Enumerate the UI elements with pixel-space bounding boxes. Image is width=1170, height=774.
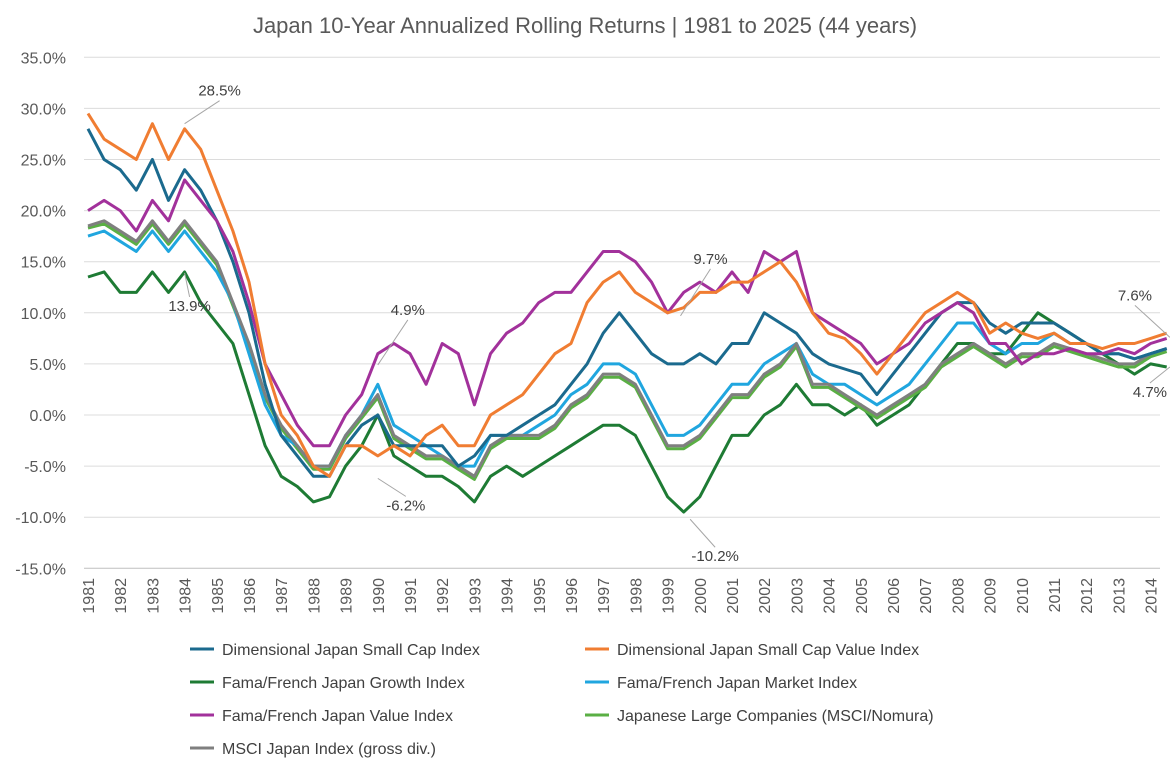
x-tick-label: 1986 bbox=[242, 578, 259, 614]
y-tick-label: 35.0% bbox=[21, 50, 66, 67]
legend-item: Fama/French Japan Growth Index bbox=[190, 675, 465, 692]
annotation-label: 7.6% bbox=[1118, 287, 1152, 304]
legend-item: Japanese Large Companies (MSCI/Nomura) bbox=[585, 708, 934, 725]
legend-label: MSCI Japan Index (gross div.) bbox=[222, 741, 436, 758]
annotation-label: -10.2% bbox=[691, 548, 739, 565]
y-tick-label: 0.0% bbox=[30, 408, 66, 425]
x-tick-label: 1993 bbox=[467, 578, 484, 614]
legend-item: Dimensional Japan Small Cap Index bbox=[190, 642, 480, 659]
y-tick-label: 10.0% bbox=[21, 306, 66, 323]
y-axis: 35.0% 30.0% 25.0% 20.0% 15.0% 10.0% 5.0% 0.0% -5… bbox=[15, 50, 66, 578]
annotations: 28.5% 13.9% 4.9% -6.2% 9.7% -10.2% 7.6% 4.7% bbox=[168, 83, 1170, 565]
x-tick-label: 2002 bbox=[757, 578, 774, 614]
legend-label: Dimensional Japan Small Cap Index bbox=[222, 642, 480, 659]
legend-label: Fama/French Japan Value Index bbox=[222, 708, 453, 725]
annotation-label: 9.7% bbox=[693, 251, 727, 268]
annotation-label: 28.5% bbox=[198, 83, 241, 100]
x-tick-label: 2013 bbox=[1111, 578, 1128, 614]
legend-item: Fama/French Japan Market Index bbox=[585, 675, 857, 692]
x-tick-label: 1998 bbox=[628, 578, 645, 614]
y-tick-label: -10.0% bbox=[15, 510, 66, 527]
x-axis: 1981 1982 1983 1984 1985 1986 1987 1988 1989 1990… bbox=[81, 578, 1161, 614]
x-tick-label: 2006 bbox=[886, 578, 903, 614]
legend: Dimensional Japan Small Cap Index Dimensi… bbox=[190, 642, 934, 758]
x-tick-label: 1982 bbox=[113, 578, 130, 614]
x-tick-label: 2012 bbox=[1079, 578, 1096, 614]
annotation-label: 4.9% bbox=[391, 302, 425, 319]
legend-label: Japanese Large Companies (MSCI/Nomura) bbox=[617, 708, 934, 725]
legend-item: MSCI Japan Index (gross div.) bbox=[190, 741, 436, 758]
x-tick-label: 1995 bbox=[532, 578, 549, 614]
y-tick-label: -5.0% bbox=[24, 459, 66, 476]
series-line-6 bbox=[87, 219, 1168, 478]
annotation-leader bbox=[184, 272, 191, 298]
x-tick-label: 1988 bbox=[306, 578, 323, 614]
annotation-leader bbox=[680, 268, 711, 317]
annotation-leader bbox=[184, 100, 220, 125]
annotation-leader bbox=[377, 477, 407, 497]
y-tick-label: 25.0% bbox=[21, 153, 66, 170]
x-tick-label: 2007 bbox=[918, 578, 935, 614]
x-tick-label: 2010 bbox=[1015, 578, 1032, 614]
annotation-leader bbox=[1149, 366, 1170, 384]
x-tick-label: 1984 bbox=[178, 578, 195, 614]
x-tick-label: 2000 bbox=[693, 578, 710, 614]
annotation-leader bbox=[377, 319, 409, 366]
x-tick-label: 2011 bbox=[1047, 578, 1064, 613]
x-tick-label: 1997 bbox=[596, 578, 613, 614]
y-tick-label: 30.0% bbox=[21, 101, 66, 118]
x-tick-label: 2014 bbox=[1144, 578, 1161, 614]
x-tick-label: 2008 bbox=[950, 578, 967, 614]
x-tick-label: 1999 bbox=[661, 578, 678, 614]
legend-label: Fama/French Japan Growth Index bbox=[222, 675, 465, 692]
x-tick-label: 2009 bbox=[983, 578, 1000, 614]
x-tick-label: 1981 bbox=[81, 578, 98, 614]
x-tick-label: 2003 bbox=[789, 578, 806, 614]
x-tick-label: 2005 bbox=[854, 578, 871, 614]
annotation-leader bbox=[1134, 304, 1170, 338]
legend-label: Dimensional Japan Small Cap Value Index bbox=[617, 642, 919, 659]
y-tick-label: -15.0% bbox=[15, 561, 66, 578]
annotation-label: 4.7% bbox=[1133, 384, 1167, 401]
legend-label: Fama/French Japan Market Index bbox=[617, 675, 857, 692]
series-lines bbox=[86, 112, 1168, 514]
series-line-0 bbox=[86, 128, 1168, 478]
grid bbox=[84, 56, 1160, 569]
chart-title: Japan 10-Year Annualized Rolling Returns… bbox=[253, 13, 917, 38]
x-tick-label: 2004 bbox=[822, 578, 839, 614]
x-tick-label: 1992 bbox=[435, 578, 452, 614]
series-line-1 bbox=[86, 112, 1168, 478]
annotation-label: 13.9% bbox=[168, 298, 211, 315]
y-tick-label: 15.0% bbox=[21, 255, 66, 272]
x-tick-label: 1996 bbox=[564, 578, 581, 614]
y-tick-label: 20.0% bbox=[21, 204, 66, 221]
x-tick-label: 1983 bbox=[145, 578, 162, 614]
x-tick-label: 1994 bbox=[500, 578, 517, 614]
x-tick-label: 1985 bbox=[210, 578, 227, 614]
x-tick-label: 1991 bbox=[403, 578, 420, 614]
x-tick-label: 1987 bbox=[274, 578, 291, 614]
annotation-label: -6.2% bbox=[386, 497, 425, 514]
x-tick-label: 1989 bbox=[339, 578, 356, 614]
annotation-leader bbox=[689, 518, 716, 548]
x-tick-label: 2001 bbox=[725, 578, 742, 614]
x-tick-label: 1990 bbox=[371, 578, 388, 614]
legend-item: Fama/French Japan Value Index bbox=[190, 708, 453, 725]
legend-item: Dimensional Japan Small Cap Value Index bbox=[585, 642, 919, 659]
y-tick-label: 5.0% bbox=[30, 357, 66, 374]
